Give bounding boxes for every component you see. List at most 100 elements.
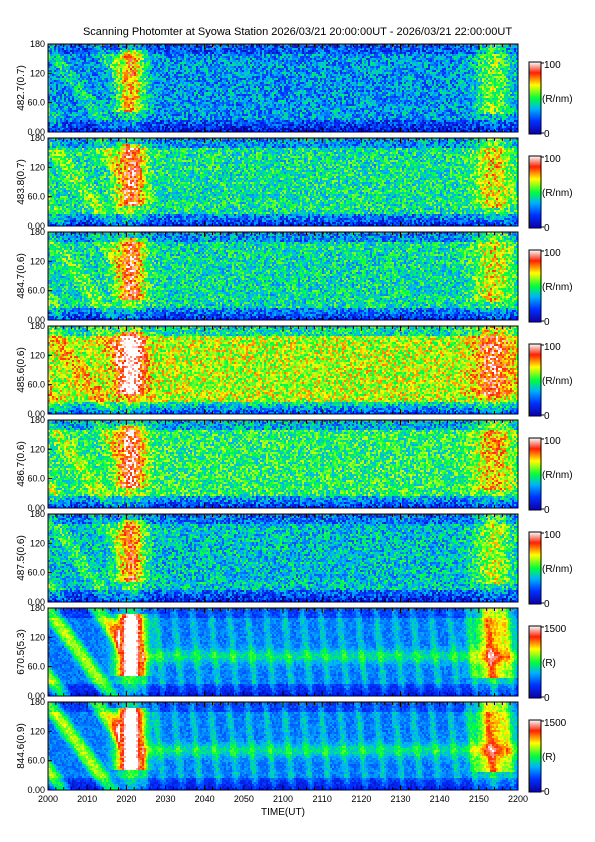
colorbar: [528, 625, 542, 699]
y-tick-label: 60.0: [27, 662, 45, 672]
y-tick-label: 0.00: [27, 597, 45, 607]
colorbar-min-label: 0: [544, 411, 550, 422]
colorbar: [528, 61, 542, 135]
panel-6: 0.00 60.0 120 180 487.5(0.6) 100 (R/nm) 0: [16, 509, 573, 610]
y-tick-label: 120: [30, 256, 45, 266]
chart-title: Scanning Photomter at Syowa Station 2026…: [82, 26, 513, 38]
panel-heatmap: [48, 514, 518, 602]
colorbar: [528, 531, 542, 605]
colorbar: [528, 343, 542, 417]
panel-ylabel: 844.6(0.9): [16, 723, 27, 769]
colorbar-max-label: 100: [544, 342, 561, 353]
x-tick-label: 2130: [390, 794, 410, 804]
colorbar-min-label: 0: [544, 505, 550, 516]
y-tick-label: 0.00: [27, 691, 45, 701]
colorbar-unit-label: (R/nm): [542, 282, 573, 293]
x-tick-label: 2020: [116, 794, 136, 804]
colorbar-min-label: 0: [544, 129, 550, 140]
y-tick-label: 180: [30, 697, 45, 707]
y-tick-label: 120: [30, 68, 45, 78]
y-tick-label: 0.00: [27, 785, 45, 795]
panel-3: 0.00 60.0 120 180 484.7(0.6) 100 (R/nm) 0: [16, 227, 573, 328]
colorbar-unit-label: (R/nm): [542, 376, 573, 387]
x-tick-label: 2050: [234, 794, 254, 804]
y-tick-label: 120: [30, 162, 45, 172]
colorbar-min-label: 0: [544, 223, 550, 234]
x-tick-label: 2040: [195, 794, 215, 804]
y-tick-label: 60.0: [27, 568, 45, 578]
colorbar: [528, 437, 542, 511]
y-tick-label: 60.0: [27, 192, 45, 202]
colorbar-unit-label: (R): [542, 752, 556, 763]
panel-ylabel: 487.5(0.6): [16, 535, 27, 581]
colorbar-unit-label: (R): [542, 658, 556, 669]
y-tick-label: 0.00: [27, 315, 45, 325]
y-tick-label: 120: [30, 538, 45, 548]
colorbar-min-label: 0: [544, 693, 550, 704]
y-tick-label: 180: [30, 321, 45, 331]
panel-5: 0.00 60.0 120 180 486.7(0.6) 100 (R/nm) 0: [16, 415, 573, 516]
x-tick-label: 2110: [312, 794, 331, 804]
panel-2: 0.00 60.0 120 180 483.8(0.7) 100 (R/nm) 0: [16, 133, 573, 234]
panel-heatmap: [48, 702, 518, 790]
y-tick-label: 180: [30, 133, 45, 143]
panel-8: 0.00 60.0 120 180 844.6(0.9) 1500 (R) 0: [16, 697, 567, 798]
y-tick-label: 180: [30, 39, 45, 49]
colorbar-max-label: 100: [544, 60, 561, 71]
y-tick-label: 120: [30, 350, 45, 360]
colorbar-max-label: 100: [544, 530, 561, 541]
panel-4: 0.00 60.0 120 180 485.6(0.6) 100 (R/nm) 0: [16, 321, 573, 422]
colorbar-max-label: 100: [544, 154, 561, 165]
colorbar-max-label: 100: [544, 248, 561, 259]
y-tick-label: 60.0: [27, 756, 45, 766]
panel-heatmap: [48, 608, 518, 696]
colorbar-min-label: 0: [544, 787, 550, 798]
x-tick-label: 2200: [508, 794, 528, 804]
x-tick-label: 2100: [273, 794, 293, 804]
x-tick-label: 2120: [351, 794, 371, 804]
colorbar-max-label: 100: [544, 436, 561, 447]
panel-heatmap: [48, 420, 518, 508]
colorbar-unit-label: (R/nm): [542, 564, 573, 575]
panel-heatmap: [48, 232, 518, 320]
y-tick-label: 180: [30, 509, 45, 519]
x-tick-label: 2150: [469, 794, 489, 804]
y-tick-label: 120: [30, 444, 45, 454]
y-tick-label: 60.0: [27, 98, 45, 108]
y-tick-label: 0.00: [27, 221, 45, 231]
colorbar-max-label: 1500: [544, 624, 567, 635]
colorbar-min-label: 0: [544, 599, 550, 610]
y-tick-label: 180: [30, 227, 45, 237]
panel-ylabel: 482.7(0.7): [16, 65, 27, 111]
y-tick-label: 0.00: [27, 127, 45, 137]
colorbar-unit-label: (R/nm): [542, 94, 573, 105]
y-tick-label: 120: [30, 632, 45, 642]
colorbar-unit-label: (R/nm): [542, 188, 573, 199]
panel-ylabel: 483.8(0.7): [16, 159, 27, 205]
panel-1: 0.00 60.0 120 180 482.7(0.7) 100 (R/nm) 0: [16, 39, 573, 140]
colorbar: [528, 249, 542, 323]
x-tick-label: 2010: [77, 794, 97, 804]
y-tick-label: 0.00: [27, 409, 45, 419]
colorbar-unit-label: (R/nm): [542, 470, 573, 481]
panel-ylabel: 670.5(5.3): [16, 629, 27, 675]
y-tick-label: 120: [30, 726, 45, 736]
panel-ylabel: 485.6(0.6): [16, 347, 27, 393]
y-tick-label: 60.0: [27, 286, 45, 296]
colorbar-min-label: 0: [544, 317, 550, 328]
panel-heatmap: [48, 138, 518, 226]
panel-heatmap: [48, 326, 518, 414]
x-tick-label: 2030: [155, 794, 175, 804]
colorbar-max-label: 1500: [544, 718, 567, 729]
y-tick-label: 180: [30, 603, 45, 613]
y-tick-label: 0.00: [27, 503, 45, 513]
panel-ylabel: 486.7(0.6): [16, 441, 27, 487]
x-tick-label: 2140: [430, 794, 450, 804]
colorbar: [528, 719, 542, 793]
colorbar: [528, 155, 542, 229]
y-tick-label: 180: [30, 415, 45, 425]
panel-7: 0.00 60.0 120 180 670.5(5.3) 1500 (R) 0: [16, 603, 567, 704]
y-tick-label: 60.0: [27, 474, 45, 484]
panel-heatmap: [48, 44, 518, 132]
